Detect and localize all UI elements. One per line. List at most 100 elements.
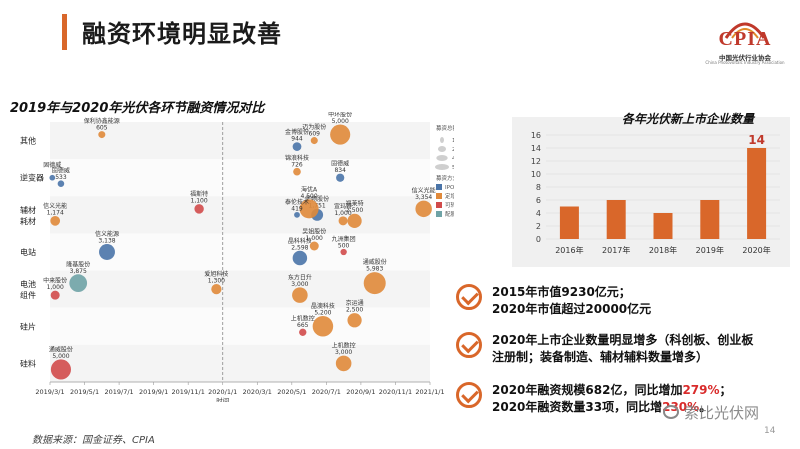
watermark-icon — [663, 405, 679, 419]
bubble-company-label: 海优A — [301, 185, 318, 193]
legend-type-title: 募资方式 — [436, 174, 454, 182]
x-axis-label: 时间 — [216, 396, 229, 402]
y-tick-label: 电池 — [20, 279, 36, 289]
bar-chart-panel: 0 2 4 6 8 10 12 14 16 2016年 2017年 2018年 2019年 2020年 14 — [512, 117, 790, 267]
bubble-value-label: 500 — [338, 242, 350, 249]
bubble-point — [50, 290, 60, 300]
bubble-company-label: 九洲集团 — [332, 235, 356, 243]
bubble-point — [292, 250, 308, 266]
x-tick-label: 2019/9/1 — [139, 388, 168, 396]
bubble-company-label: 通威股份 — [363, 258, 387, 266]
bubble-company-label: 美畅股份 — [305, 195, 329, 203]
bubble-point — [336, 173, 345, 182]
bubble-value-label: 1,000 — [306, 235, 323, 242]
row-band — [50, 159, 430, 197]
bubble-company-label: 固德威 — [43, 161, 61, 169]
bubble-point — [50, 359, 71, 380]
bubble-value-label: 1,300 — [208, 278, 225, 285]
x-tick-label: 2019/5/1 — [70, 388, 99, 396]
bubble-value-label: 1,000 — [47, 284, 64, 291]
bubble-company-label: 中来股份 — [43, 277, 67, 285]
bubble-value-label: 605 — [96, 125, 108, 132]
bar-y-tick-label: 8 — [536, 183, 541, 192]
bubble-value-label: 533 — [55, 174, 67, 181]
bar-rect — [700, 200, 720, 239]
legend-size-swatch — [436, 155, 448, 161]
legend-type-label: 定增 — [445, 192, 454, 200]
bubble-point — [211, 284, 222, 295]
bar-y-tick-label: 6 — [536, 196, 541, 205]
bubble-value-label: 5,200 — [314, 310, 331, 317]
bubble-point — [293, 167, 301, 176]
bar-rect — [559, 206, 579, 239]
bubble-value-label: 1,174 — [47, 209, 64, 216]
y-tick-label: 辅材 — [20, 205, 36, 215]
bubble-company-label: 锦浪科技 — [285, 154, 309, 162]
bubble-chart-title: 2019年与2020年光伏各环节融资情况对比 — [10, 101, 265, 116]
check-circle-icon — [456, 284, 482, 310]
legend-type-swatch — [436, 211, 442, 217]
bubble-company-label: 迈为股份 — [302, 123, 326, 131]
bar-chart-title: 各年光伏新上市企业数量 — [622, 112, 755, 126]
legend-size-label: 2,000 — [452, 147, 454, 153]
bubble-point — [310, 137, 318, 145]
bubble-company-label: 爱旭科技 — [204, 270, 228, 278]
bubble-point — [98, 131, 106, 139]
x-tick-label: 2021/1/1 — [415, 388, 444, 396]
logo-subtitle-en: China Photovoltaic Industry Association — [705, 60, 785, 65]
logo-text: CPIA — [718, 28, 772, 50]
bubble-point — [49, 174, 56, 181]
bubble-company-label: 上机数控 — [291, 315, 315, 323]
bar-x-tick-label: 2019年 — [696, 245, 724, 255]
x-tick-label: 2020/9/1 — [346, 388, 375, 396]
bubble-point — [57, 180, 65, 187]
legend-type-swatch — [436, 202, 442, 208]
x-tick-label: 2020/11/1 — [379, 388, 412, 396]
bubble-value-label: 3,875 — [70, 268, 87, 275]
bar-y-tick-label: 4 — [536, 209, 541, 218]
key-point-2-line2: 注册制；装备制造、辅材辅料数量增多） — [492, 350, 709, 364]
x-tick-label: 2019/3/1 — [35, 388, 64, 396]
bubble-value-label: 834 — [334, 167, 346, 174]
page-title: 融资环境明显改善 — [82, 20, 282, 48]
check-circle-icon — [456, 332, 482, 358]
bubble-point — [294, 211, 300, 218]
bubble-value-label: 3,138 — [98, 238, 115, 245]
financing-growth-rate: 279% — [682, 383, 720, 397]
bubble-point — [340, 248, 347, 256]
legend-size-label: 4,000 — [452, 156, 454, 162]
bubble-company-label: 晶科科技 — [288, 237, 312, 245]
bubble-value-label: 5,983 — [366, 266, 383, 273]
bar-rect — [606, 200, 626, 239]
page-number: 14 — [764, 426, 776, 436]
bubble-point — [194, 204, 204, 214]
y-tick-label: 组件 — [20, 290, 36, 300]
bubble-company-label: 京运通 — [346, 299, 364, 307]
bar-x-tick-label: 2020年 — [742, 245, 770, 255]
x-tick-label: 2019/11/1 — [172, 388, 205, 396]
legend-size-title: 募资总额（百万） — [436, 124, 454, 132]
title-accent-bar — [62, 14, 67, 50]
row-band — [50, 122, 430, 160]
bubble-point — [338, 216, 348, 226]
bubble-value-label: 3,354 — [415, 194, 432, 201]
x-tick-label: 2020/3/1 — [243, 388, 272, 396]
bubble-company-label: 泰伦技术 — [285, 198, 309, 206]
bubble-value-label: 4,500 — [300, 193, 317, 200]
y-tick-label: 逆变器 — [20, 173, 44, 183]
check-circle-icon — [456, 382, 482, 408]
bubble-value-label: 2,500 — [346, 207, 363, 214]
bubble-value-label: 3,000 — [291, 281, 308, 288]
bubble-point — [335, 355, 352, 372]
legend-size-swatch — [437, 146, 447, 152]
cpia-logo: CPIA 中国光伏行业协会 China Photovoltaic Industr… — [700, 14, 790, 65]
bubble-company-label: 上机数控 — [332, 342, 356, 350]
bubble-point — [363, 272, 386, 295]
bubble-point — [299, 199, 319, 219]
key-point-3-line1: 2020年融资规模682亿，同比增加 — [492, 383, 683, 397]
bubble-value-label: 944 — [291, 136, 303, 143]
bubble-value-label: 2,598 — [291, 244, 308, 251]
bubble-company-label: 金博股份 — [285, 128, 309, 136]
bar-rect — [747, 148, 767, 239]
